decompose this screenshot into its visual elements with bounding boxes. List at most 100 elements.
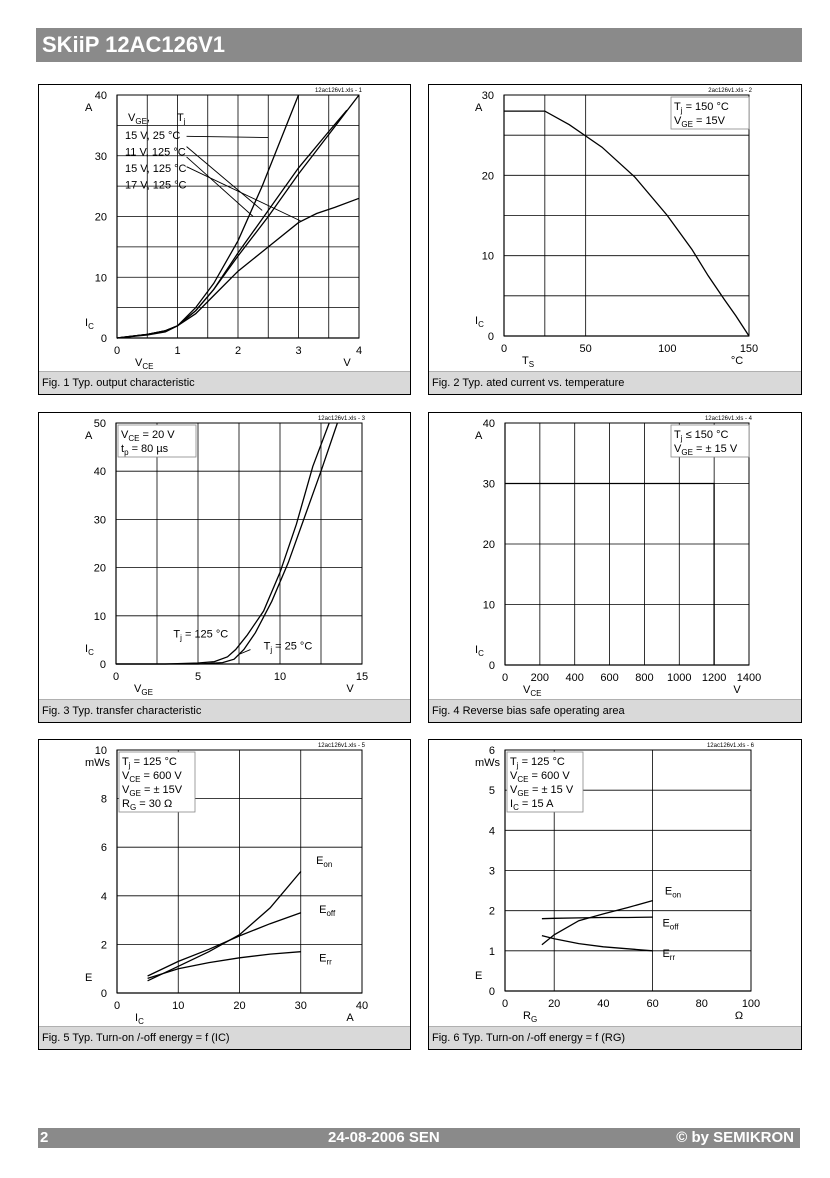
annotation-line: Tj ≤ 150 °C: [674, 429, 728, 443]
series-line: [541, 934, 653, 952]
x-tick-label: 0: [501, 343, 507, 355]
y-tick-label: 6: [489, 745, 495, 757]
file-label: 2ac126v1.xls - 2: [708, 88, 752, 94]
y-axis-label: E: [85, 972, 92, 984]
x-tick-label: 0: [113, 671, 119, 683]
y-tick-label: 0: [488, 331, 494, 343]
x-tick-label: 2: [235, 345, 241, 357]
series-line: [541, 899, 653, 946]
footer-page-number: 2: [40, 1129, 49, 1146]
series-line: [147, 912, 302, 977]
footer-date: 24-08-2006 SEN: [328, 1129, 440, 1146]
y-tick-label: 20: [483, 539, 495, 551]
plot-frame: [115, 422, 363, 665]
x-tick-label: 10: [172, 1000, 184, 1012]
y-tick-label: 0: [101, 988, 107, 1000]
x-tick-label: 200: [531, 672, 549, 684]
y-axis-label: IC: [475, 315, 484, 329]
pointer-line: [186, 135, 269, 138]
x-tick-label: 20: [233, 1000, 245, 1012]
x-tick-label: 10: [274, 671, 286, 683]
legend-header: Tj: [177, 112, 186, 126]
curve-label: Eoff: [662, 918, 679, 932]
x-tick-label: 20: [548, 998, 560, 1010]
y-axis-unit: mWs: [475, 757, 501, 769]
y-tick-label: 0: [489, 986, 495, 998]
figure-6-caption: Fig. 6 Typ. Turn-on /-off energy = f (RG…: [429, 1026, 801, 1049]
x-tick-label: 800: [635, 672, 653, 684]
footer-bar: 2 24-08-2006 SEN © by SEMIKRON: [38, 1128, 800, 1148]
figure-2-panel: 2ac126v1.xls - 2 0 50 100 150 0 10 20 30 TS °C A IC T…: [428, 84, 802, 395]
legend-header: VGE,: [128, 112, 150, 126]
plot-frame: [504, 422, 750, 666]
y-tick-label: 0: [489, 660, 495, 672]
x-axis-label: TS: [522, 355, 534, 369]
y-tick-label: 40: [483, 418, 495, 430]
x-tick-label: 15: [356, 671, 368, 683]
x-axis-unit: V: [346, 683, 354, 695]
file-label: 12ac126v1.xls - 6: [707, 743, 755, 749]
figure-2-caption: Fig. 2 Typ. ated current vs. temperature: [429, 371, 801, 394]
y-tick-label: 10: [95, 272, 107, 284]
annotation-box: [670, 96, 750, 130]
y-tick-label: 0: [100, 659, 106, 671]
figure-5-caption: Fig. 5 Typ. Turn-on /-off energy = f (IC…: [39, 1026, 410, 1049]
x-axis-unit: V: [343, 357, 351, 369]
x-tick-label: 40: [597, 998, 609, 1010]
y-tick-label: 6: [101, 842, 107, 854]
series-line: [116, 109, 348, 339]
plot-frame: [116, 749, 363, 994]
plot-frame: [116, 94, 360, 339]
plot-frame: [503, 94, 750, 337]
x-tick-label: 400: [566, 672, 584, 684]
x-tick-label: 1: [174, 345, 180, 357]
x-tick-label: 0: [114, 345, 120, 357]
figure-3-chart: 12ac126v1.xls - 3 0 5 10 15 0 10 20 30 40 50 VGE V A I…: [85, 416, 368, 697]
x-tick-label: 5: [195, 671, 201, 683]
x-axis-label: VCE: [523, 684, 541, 698]
x-axis-label: RG: [523, 1010, 537, 1024]
legend-entry: 15 V, 125 °C: [125, 163, 187, 175]
y-tick-label: 3: [489, 866, 495, 878]
x-tick-label: 1200: [702, 672, 726, 684]
y-tick-label: 40: [94, 466, 106, 478]
x-tick-label: 40: [356, 1000, 368, 1012]
y-axis-unit: A: [85, 430, 93, 442]
annotation-box: [506, 751, 584, 813]
y-tick-label: 10: [94, 611, 106, 623]
annotation-line: RG = 30 Ω: [122, 798, 172, 812]
x-tick-label: 0: [114, 1000, 120, 1012]
pointer-line: [186, 156, 254, 217]
y-tick-label: 10: [482, 251, 494, 263]
x-tick-label: 1400: [737, 672, 761, 684]
curve-label: Tj = 25 °C: [264, 641, 313, 655]
figure-1-panel: 12ac126v1.xls - 1 0 1 2 3 4 0 10 20 30 40 VCE V A IC VG…: [38, 84, 411, 395]
series-line: [541, 916, 653, 920]
y-tick-label: 20: [95, 212, 107, 224]
series-line: [116, 94, 360, 339]
y-tick-label: 5: [489, 785, 495, 797]
x-axis-unit: °C: [731, 355, 743, 367]
series-line: [116, 422, 330, 665]
series-line: [505, 482, 715, 665]
footer-copyright: © by SEMIKRON: [676, 1129, 794, 1146]
series-line: [116, 422, 339, 665]
y-tick-label: 1: [489, 946, 495, 958]
x-tick-label: 60: [646, 998, 658, 1010]
header-bar: SKiiP 12AC126V1: [36, 28, 802, 62]
y-tick-label: 30: [482, 90, 494, 102]
annotation-box: [118, 751, 196, 813]
annotation-line: Tj = 150 °C: [674, 101, 729, 115]
annotation-box: [117, 424, 197, 458]
pointer-line: [238, 649, 251, 655]
x-tick-label: 3: [295, 345, 301, 357]
pointer-line: [186, 146, 263, 211]
y-tick-label: 20: [94, 563, 106, 575]
y-axis-label: IC: [85, 643, 94, 657]
x-tick-label: 50: [580, 343, 592, 355]
x-tick-label: 150: [740, 343, 758, 355]
